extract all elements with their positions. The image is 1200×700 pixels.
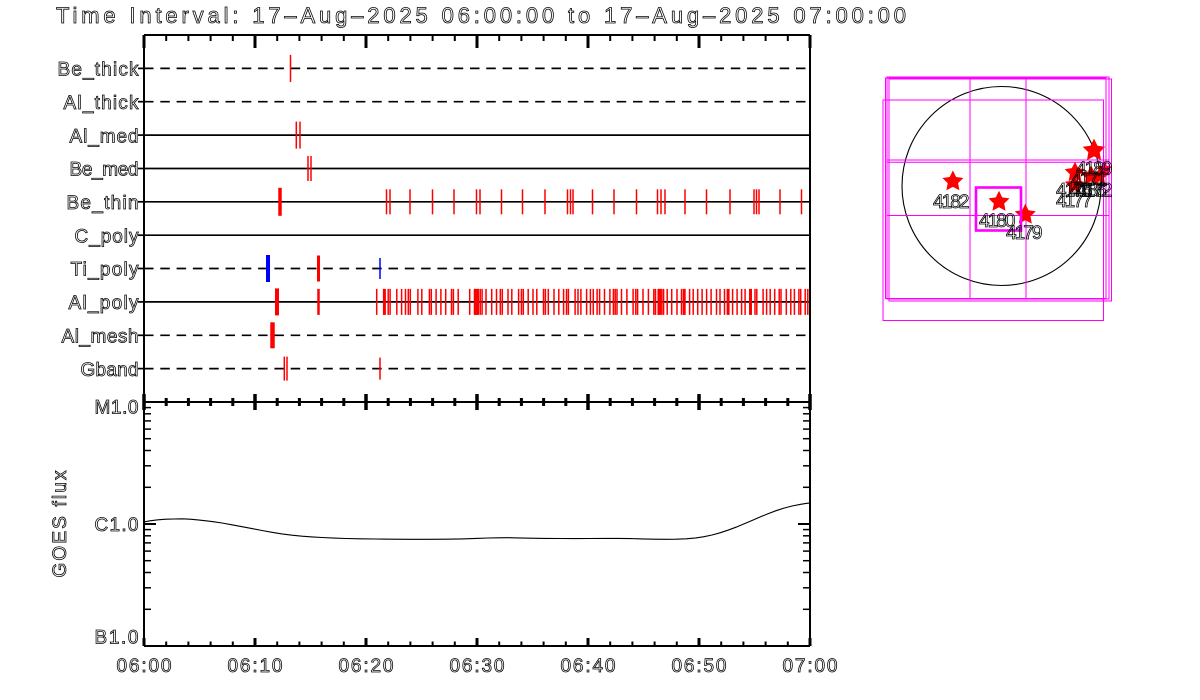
svg-text:4176: 4176 [1056, 181, 1093, 202]
svg-text:06:40: 06:40 [561, 656, 616, 677]
svg-text:4182: 4182 [933, 192, 970, 213]
svg-text:Be_thick: Be_thick [58, 60, 140, 81]
svg-text:4180: 4180 [979, 211, 1016, 232]
svg-text:B1.0: B1.0 [95, 627, 139, 648]
svg-text:06:10: 06:10 [228, 656, 283, 677]
svg-text:C1.0: C1.0 [95, 515, 139, 536]
svg-text:4185: 4185 [1070, 181, 1107, 202]
svg-text:C_poly: C_poly [75, 226, 140, 247]
svg-text:4171: 4171 [1071, 170, 1108, 191]
svg-text:Al_poly: Al_poly [69, 293, 140, 314]
svg-text:Al_thick: Al_thick [64, 93, 140, 114]
svg-text:Al_mesh: Al_mesh [62, 327, 139, 348]
svg-text:M1.0: M1.0 [95, 398, 139, 419]
svg-text:Al_med: Al_med [70, 126, 139, 147]
svg-text:Be_med: Be_med [70, 160, 139, 181]
svg-text:Ti_poly: Ti_poly [71, 260, 140, 281]
svg-text:06:30: 06:30 [450, 656, 505, 677]
svg-text:4189: 4189 [1076, 159, 1113, 180]
svg-text:06:50: 06:50 [672, 656, 727, 677]
svg-text:4177: 4177 [1056, 191, 1093, 212]
svg-text:Gband: Gband [81, 360, 139, 381]
svg-text:06:20: 06:20 [339, 656, 394, 677]
svg-text:4172: 4172 [1076, 181, 1113, 202]
svg-text:07:00: 07:00 [783, 656, 838, 677]
svg-text:4179: 4179 [1006, 223, 1043, 244]
svg-text:Be_thin: Be_thin [67, 193, 139, 214]
svg-text:GOES flux: GOES flux [50, 470, 71, 578]
svg-text:06:00: 06:00 [117, 656, 172, 677]
